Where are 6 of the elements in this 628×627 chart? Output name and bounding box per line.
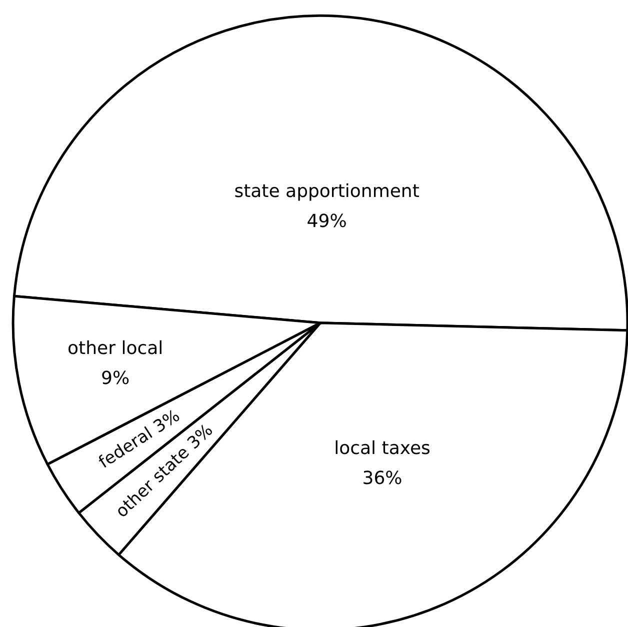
- slice-label: other local: [68, 338, 164, 359]
- data-label: 9%: [101, 368, 130, 389]
- data-label: 49%: [306, 210, 347, 232]
- data-label: 36%: [362, 468, 402, 489]
- slice-label: local taxes: [334, 438, 430, 459]
- slice-label: state apportionment: [234, 180, 420, 202]
